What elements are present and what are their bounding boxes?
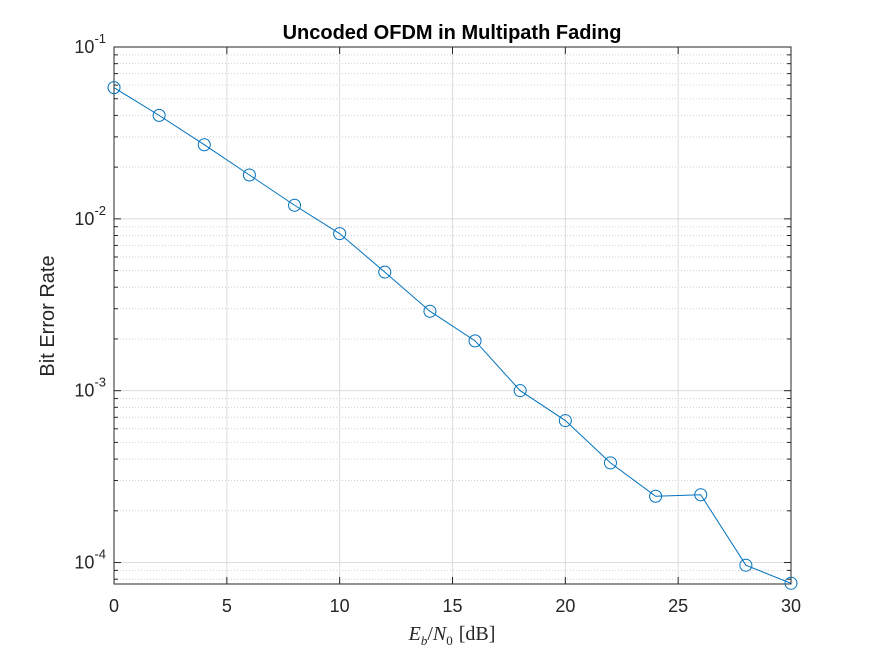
x-tick-labels: 0 5 10 15 20 25 30: [109, 596, 801, 616]
series-markers: [107, 81, 798, 590]
x-tick-label: 20: [555, 596, 575, 616]
x-tick-label: 25: [668, 596, 688, 616]
y-axis-label: Bit Error Rate: [37, 255, 59, 376]
y-tick-label: 10-3: [74, 375, 106, 401]
y-tick-label: 10-2: [74, 203, 106, 229]
data-point: [378, 265, 392, 279]
data-point: [242, 168, 256, 182]
x-tick-label: 15: [442, 596, 462, 616]
chart-title: Uncoded OFDM in Multipath Fading: [283, 22, 622, 44]
data-point: [694, 488, 708, 502]
x-tick-label: 5: [222, 596, 232, 616]
x-tick-label: 30: [781, 596, 801, 616]
data-point: [784, 576, 798, 590]
data-point: [333, 227, 347, 241]
data-point: [513, 384, 527, 398]
y-tick-label: 10-1: [74, 31, 106, 57]
data-point: [423, 304, 437, 318]
x-label-slash: /: [427, 623, 433, 645]
y-tick-labels: 10-4 10-3 10-2 10-1: [74, 31, 106, 573]
x-label-e: E: [408, 623, 421, 645]
data-point: [107, 81, 121, 95]
x-label-zero: 0: [446, 633, 453, 648]
data-point: [558, 414, 572, 428]
data-point: [603, 456, 617, 470]
series-line: [113, 87, 792, 584]
data-point: [152, 108, 166, 122]
x-tick-label: 0: [109, 596, 119, 616]
data-point: [197, 138, 211, 152]
x-tick-label: 10: [330, 596, 350, 616]
x-label-unit: [dB]: [459, 623, 496, 645]
x-axis-label: Eb/N0 [dB]: [408, 623, 496, 648]
data-point: [739, 558, 753, 572]
data-point: [649, 489, 663, 503]
data-point: [468, 334, 482, 348]
data-point: [288, 198, 302, 212]
plot-box: [113, 46, 792, 585]
x-label-n: N: [432, 623, 448, 645]
y-tick-label: 10-4: [74, 547, 106, 573]
x-label-b: b: [421, 633, 428, 648]
